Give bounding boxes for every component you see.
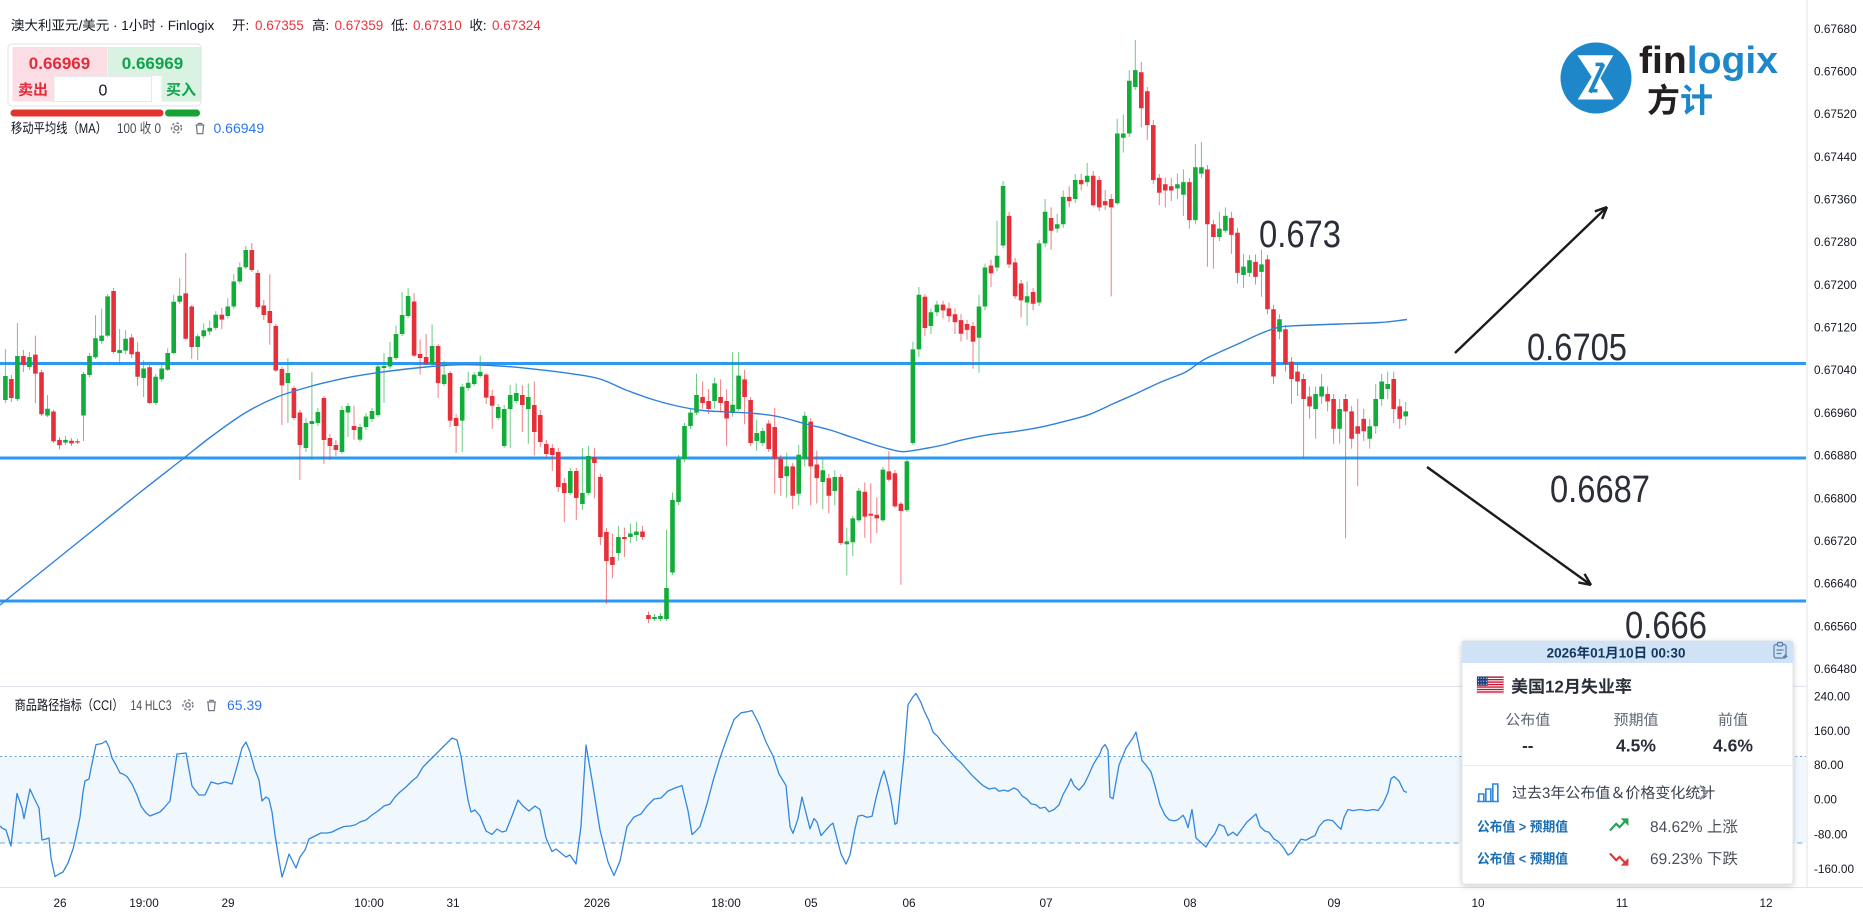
svg-text:80.00: 80.00 — [1814, 758, 1844, 772]
svg-text:0.67310: 0.67310 — [413, 18, 462, 33]
svg-text:0.6687: 0.6687 — [1550, 469, 1650, 511]
svg-text:10:00: 10:00 — [354, 896, 384, 910]
svg-text:0.67040: 0.67040 — [1814, 363, 1857, 377]
svg-text:0.66969: 0.66969 — [122, 54, 183, 73]
svg-text:0.66969: 0.66969 — [29, 54, 90, 73]
svg-text:0.67360: 0.67360 — [1814, 193, 1857, 207]
svg-text:19:00: 19:00 — [129, 896, 159, 910]
svg-text:12: 12 — [1759, 896, 1772, 910]
svg-text:65.39: 65.39 — [227, 697, 262, 713]
svg-text:0.67120: 0.67120 — [1814, 321, 1857, 335]
svg-text:05: 05 — [804, 896, 818, 910]
svg-text:18:00: 18:00 — [711, 896, 741, 910]
svg-text:0.66800: 0.66800 — [1814, 491, 1857, 505]
svg-text:07: 07 — [1039, 896, 1052, 910]
svg-text:0.00: 0.00 — [1814, 793, 1837, 807]
svg-text:0.67520: 0.67520 — [1814, 107, 1857, 121]
svg-text:0.67359: 0.67359 — [335, 18, 384, 33]
svg-text:--: -- — [1522, 737, 1533, 756]
svg-text:0.66880: 0.66880 — [1814, 449, 1857, 463]
svg-text:0.67600: 0.67600 — [1814, 64, 1857, 78]
svg-text:0.66480: 0.66480 — [1814, 662, 1857, 676]
svg-text:0.666: 0.666 — [1625, 605, 1707, 647]
svg-text:2026: 2026 — [584, 896, 611, 910]
svg-text:11: 11 — [1616, 896, 1628, 910]
svg-text:29: 29 — [221, 896, 234, 910]
svg-text:0.6705: 0.6705 — [1527, 327, 1627, 369]
svg-text:-160.00: -160.00 — [1814, 862, 1854, 876]
svg-text:0.66960: 0.66960 — [1814, 406, 1857, 420]
svg-text:0: 0 — [99, 83, 108, 100]
svg-text:0.66720: 0.66720 — [1814, 534, 1857, 548]
svg-text:0.67200: 0.67200 — [1814, 278, 1857, 292]
svg-text:0.67324: 0.67324 — [492, 18, 541, 33]
svg-text:31: 31 — [446, 896, 459, 910]
svg-text:finlogix: finlogix — [1639, 40, 1778, 82]
svg-text:4.6%: 4.6% — [1713, 736, 1753, 756]
svg-text:26: 26 — [53, 896, 67, 910]
svg-text:0.66560: 0.66560 — [1814, 619, 1857, 633]
svg-text:-80.00: -80.00 — [1814, 827, 1848, 841]
svg-text:4.5%: 4.5% — [1616, 736, 1656, 756]
svg-text:0.66949: 0.66949 — [214, 120, 265, 136]
svg-text:06: 06 — [902, 896, 916, 910]
svg-text:0.673: 0.673 — [1259, 214, 1341, 256]
svg-text:0.67355: 0.67355 — [255, 18, 304, 33]
svg-text:0.67680: 0.67680 — [1814, 22, 1857, 36]
svg-text:09: 09 — [1327, 896, 1340, 910]
svg-text:0.66640: 0.66640 — [1814, 577, 1857, 591]
svg-text:10: 10 — [1471, 896, 1485, 910]
svg-text:08: 08 — [1183, 896, 1197, 910]
svg-text:160.00: 160.00 — [1814, 724, 1851, 738]
svg-text:0.67440: 0.67440 — [1814, 150, 1857, 164]
svg-text:0.67280: 0.67280 — [1814, 235, 1857, 249]
svg-text:240.00: 240.00 — [1814, 689, 1851, 703]
